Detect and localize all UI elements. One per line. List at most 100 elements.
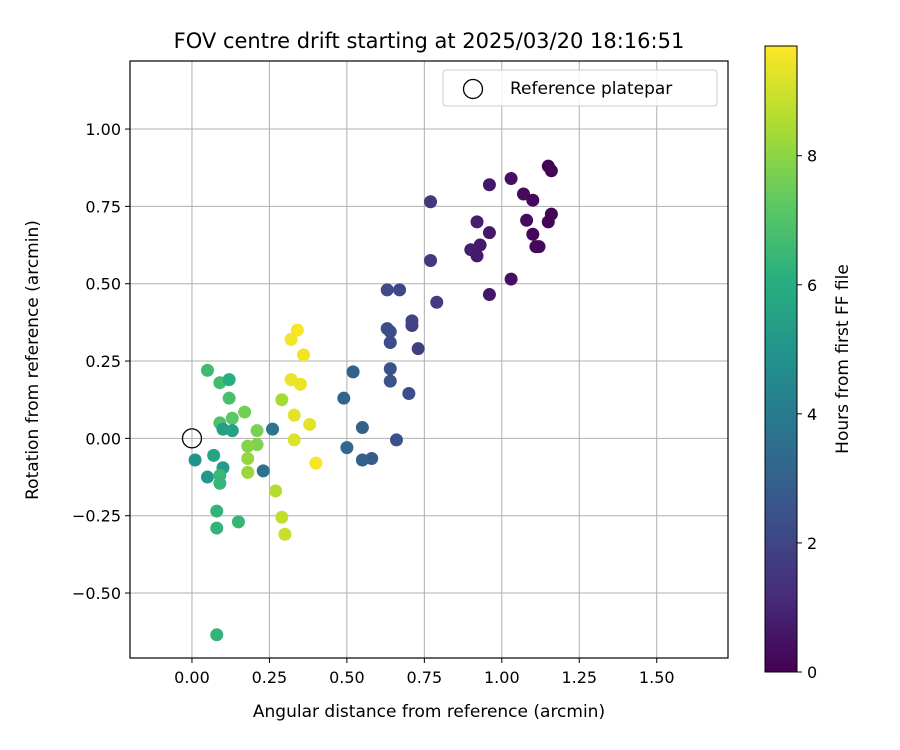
legend-marker-icon [462,78,484,100]
x-tick-label: 0.75 [407,668,443,687]
grid-lines [130,61,728,658]
colorbar-tick-label: 2 [807,534,817,553]
data-point [284,332,298,346]
data-point [411,342,425,356]
colorbar-gradient [764,45,798,673]
chart-title: FOV centre drift starting at 2025/03/20 … [174,29,685,53]
data-point [355,421,369,435]
data-point [470,249,484,263]
y-tick-label: −0.50 [72,584,121,603]
data-point [225,411,239,425]
data-point [424,254,438,268]
data-point [380,283,394,297]
x-tick-label: 1.50 [639,668,675,687]
x-axis-label: Angular distance from reference (arcmin) [253,702,605,722]
data-point [250,424,264,438]
data-point [482,288,496,302]
reference-platepar-marker [181,428,203,449]
x-tick-label: 0.50 [329,668,365,687]
x-tick-label: 0.00 [174,668,210,687]
data-point [287,408,301,422]
colorbar-tick-label: 0 [807,663,817,682]
data-point [520,213,534,227]
data-point [278,527,292,541]
y-axis-label: Rotation from reference (arcmin) [23,220,43,500]
data-point [526,193,540,207]
colorbar: 0 2 4 6 8 Hours from first FF file [764,45,853,682]
data-point [266,422,280,436]
data-point [383,362,397,376]
data-point [269,484,283,498]
y-axis-ticks: −0.50 −0.25 0.00 0.25 0.50 0.75 1.00 [72,120,130,603]
data-point [389,433,403,447]
data-point [430,295,444,309]
y-tick-label: 0.00 [85,429,121,448]
data-point [526,227,540,241]
data-point [241,465,255,479]
legend: Reference platepar [442,69,718,107]
x-tick-label: 1.25 [561,668,597,687]
data-point [210,628,224,642]
data-point [504,172,518,186]
data-point [470,215,484,229]
data-point [402,387,416,401]
data-point [275,510,289,524]
data-point [200,470,214,484]
data-point [532,240,546,254]
data-point [241,451,255,465]
colorbar-tick-label: 8 [807,147,817,166]
data-point [210,504,224,518]
y-tick-label: 0.50 [85,275,121,294]
data-point [287,433,301,447]
data-points [188,159,558,642]
data-point [405,318,419,332]
legend-entry-reference: Reference platepar [510,79,672,99]
x-tick-label: 0.25 [252,668,288,687]
x-tick-label: 1.00 [484,668,520,687]
plot-frame [129,60,729,659]
data-point [222,391,236,405]
data-point [188,453,202,467]
data-point [383,374,397,388]
data-point [241,439,255,453]
data-point [544,164,558,178]
data-point [256,464,270,478]
colorbar-label: Hours from first FF file [833,264,853,454]
colorbar-tick-label: 6 [807,276,817,295]
data-point [290,323,304,337]
colorbar-ticks: 0 2 4 6 8 [797,147,817,682]
data-point [225,424,239,438]
data-point [309,456,323,470]
data-point [213,476,227,490]
data-point [200,363,214,377]
data-point [293,377,307,391]
data-point [297,348,311,362]
x-axis-ticks: 0.00 0.25 0.50 0.75 1.00 1.25 1.50 [174,658,675,687]
data-point [207,448,221,462]
data-point [424,195,438,209]
data-point [275,393,289,407]
data-point [238,405,252,419]
y-tick-label: 0.25 [85,352,121,371]
data-point [337,391,351,405]
y-tick-label: 1.00 [85,120,121,139]
data-point [210,521,224,535]
y-tick-label: −0.25 [72,507,121,526]
data-point [383,325,397,339]
data-point [517,187,531,201]
data-point [504,272,518,286]
colorbar-tick-label: 4 [807,405,817,424]
data-point [303,417,317,431]
legend-box [442,69,718,107]
data-point [383,335,397,349]
data-point [340,441,354,455]
data-point [482,226,496,240]
data-point [393,283,407,297]
data-point [541,215,555,229]
data-point [222,373,236,387]
data-point [355,453,369,467]
data-point [346,365,360,379]
data-point [231,515,245,529]
y-tick-label: 0.75 [85,197,121,216]
